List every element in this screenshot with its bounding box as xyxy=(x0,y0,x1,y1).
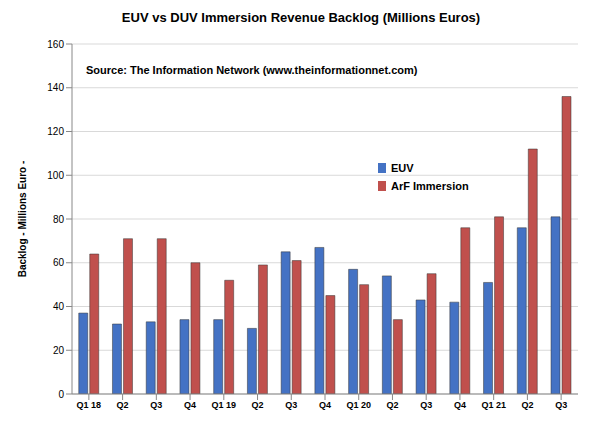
html-text:EUV: EUV xyxy=(391,162,414,174)
svg-text:Q1 19: Q1 19 xyxy=(212,400,237,410)
svg-text:Q2: Q2 xyxy=(117,400,129,410)
svg-text:Q2: Q2 xyxy=(521,400,533,410)
svg-text:20: 20 xyxy=(53,345,65,356)
svg-text:Q3: Q3 xyxy=(555,400,567,410)
svg-text:Q1 20: Q1 20 xyxy=(346,400,371,410)
svg-text:Backlog - Millions Euro -: Backlog - Millions Euro - xyxy=(17,161,28,278)
svg-text:Q3: Q3 xyxy=(285,400,297,410)
svg-text:120: 120 xyxy=(47,126,64,137)
svg-text:Q1 21: Q1 21 xyxy=(481,400,506,410)
svg-text:Q2: Q2 xyxy=(386,400,398,410)
html-text:Source: The Information Networ: Source: The Information Network (www.the… xyxy=(86,64,418,76)
svg-text:Q4: Q4 xyxy=(184,400,196,410)
svg-text:0: 0 xyxy=(58,389,64,400)
svg-text:Q1 18: Q1 18 xyxy=(77,400,102,410)
svg-text:Q3: Q3 xyxy=(150,400,162,410)
svg-text:40: 40 xyxy=(53,301,65,312)
svg-text:100: 100 xyxy=(47,170,64,181)
html-text:EUV vs DUV Immersion Revenue B: EUV vs DUV Immersion Revenue Backlog (Mi… xyxy=(121,10,481,25)
svg-text:Q2: Q2 xyxy=(252,400,264,410)
html-text:ArF Immersion: ArF Immersion xyxy=(391,180,469,192)
svg-text:160: 160 xyxy=(47,39,64,50)
svg-text:60: 60 xyxy=(53,257,65,268)
svg-text:80: 80 xyxy=(53,214,65,225)
svg-text:Q4: Q4 xyxy=(319,400,331,410)
svg-text:140: 140 xyxy=(47,82,64,93)
svg-text:Q3: Q3 xyxy=(420,400,432,410)
svg-text:Q4: Q4 xyxy=(454,400,466,410)
